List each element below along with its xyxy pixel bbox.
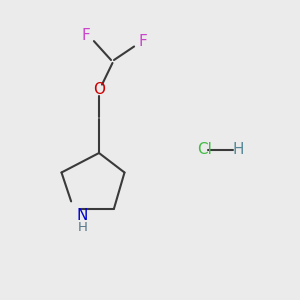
Text: H: H [232,142,244,158]
Text: F: F [139,34,148,49]
Text: O: O [93,82,105,98]
Text: N: N [77,208,88,223]
Text: H: H [78,221,87,234]
Text: F: F [81,28,90,43]
Text: Cl: Cl [197,142,212,158]
